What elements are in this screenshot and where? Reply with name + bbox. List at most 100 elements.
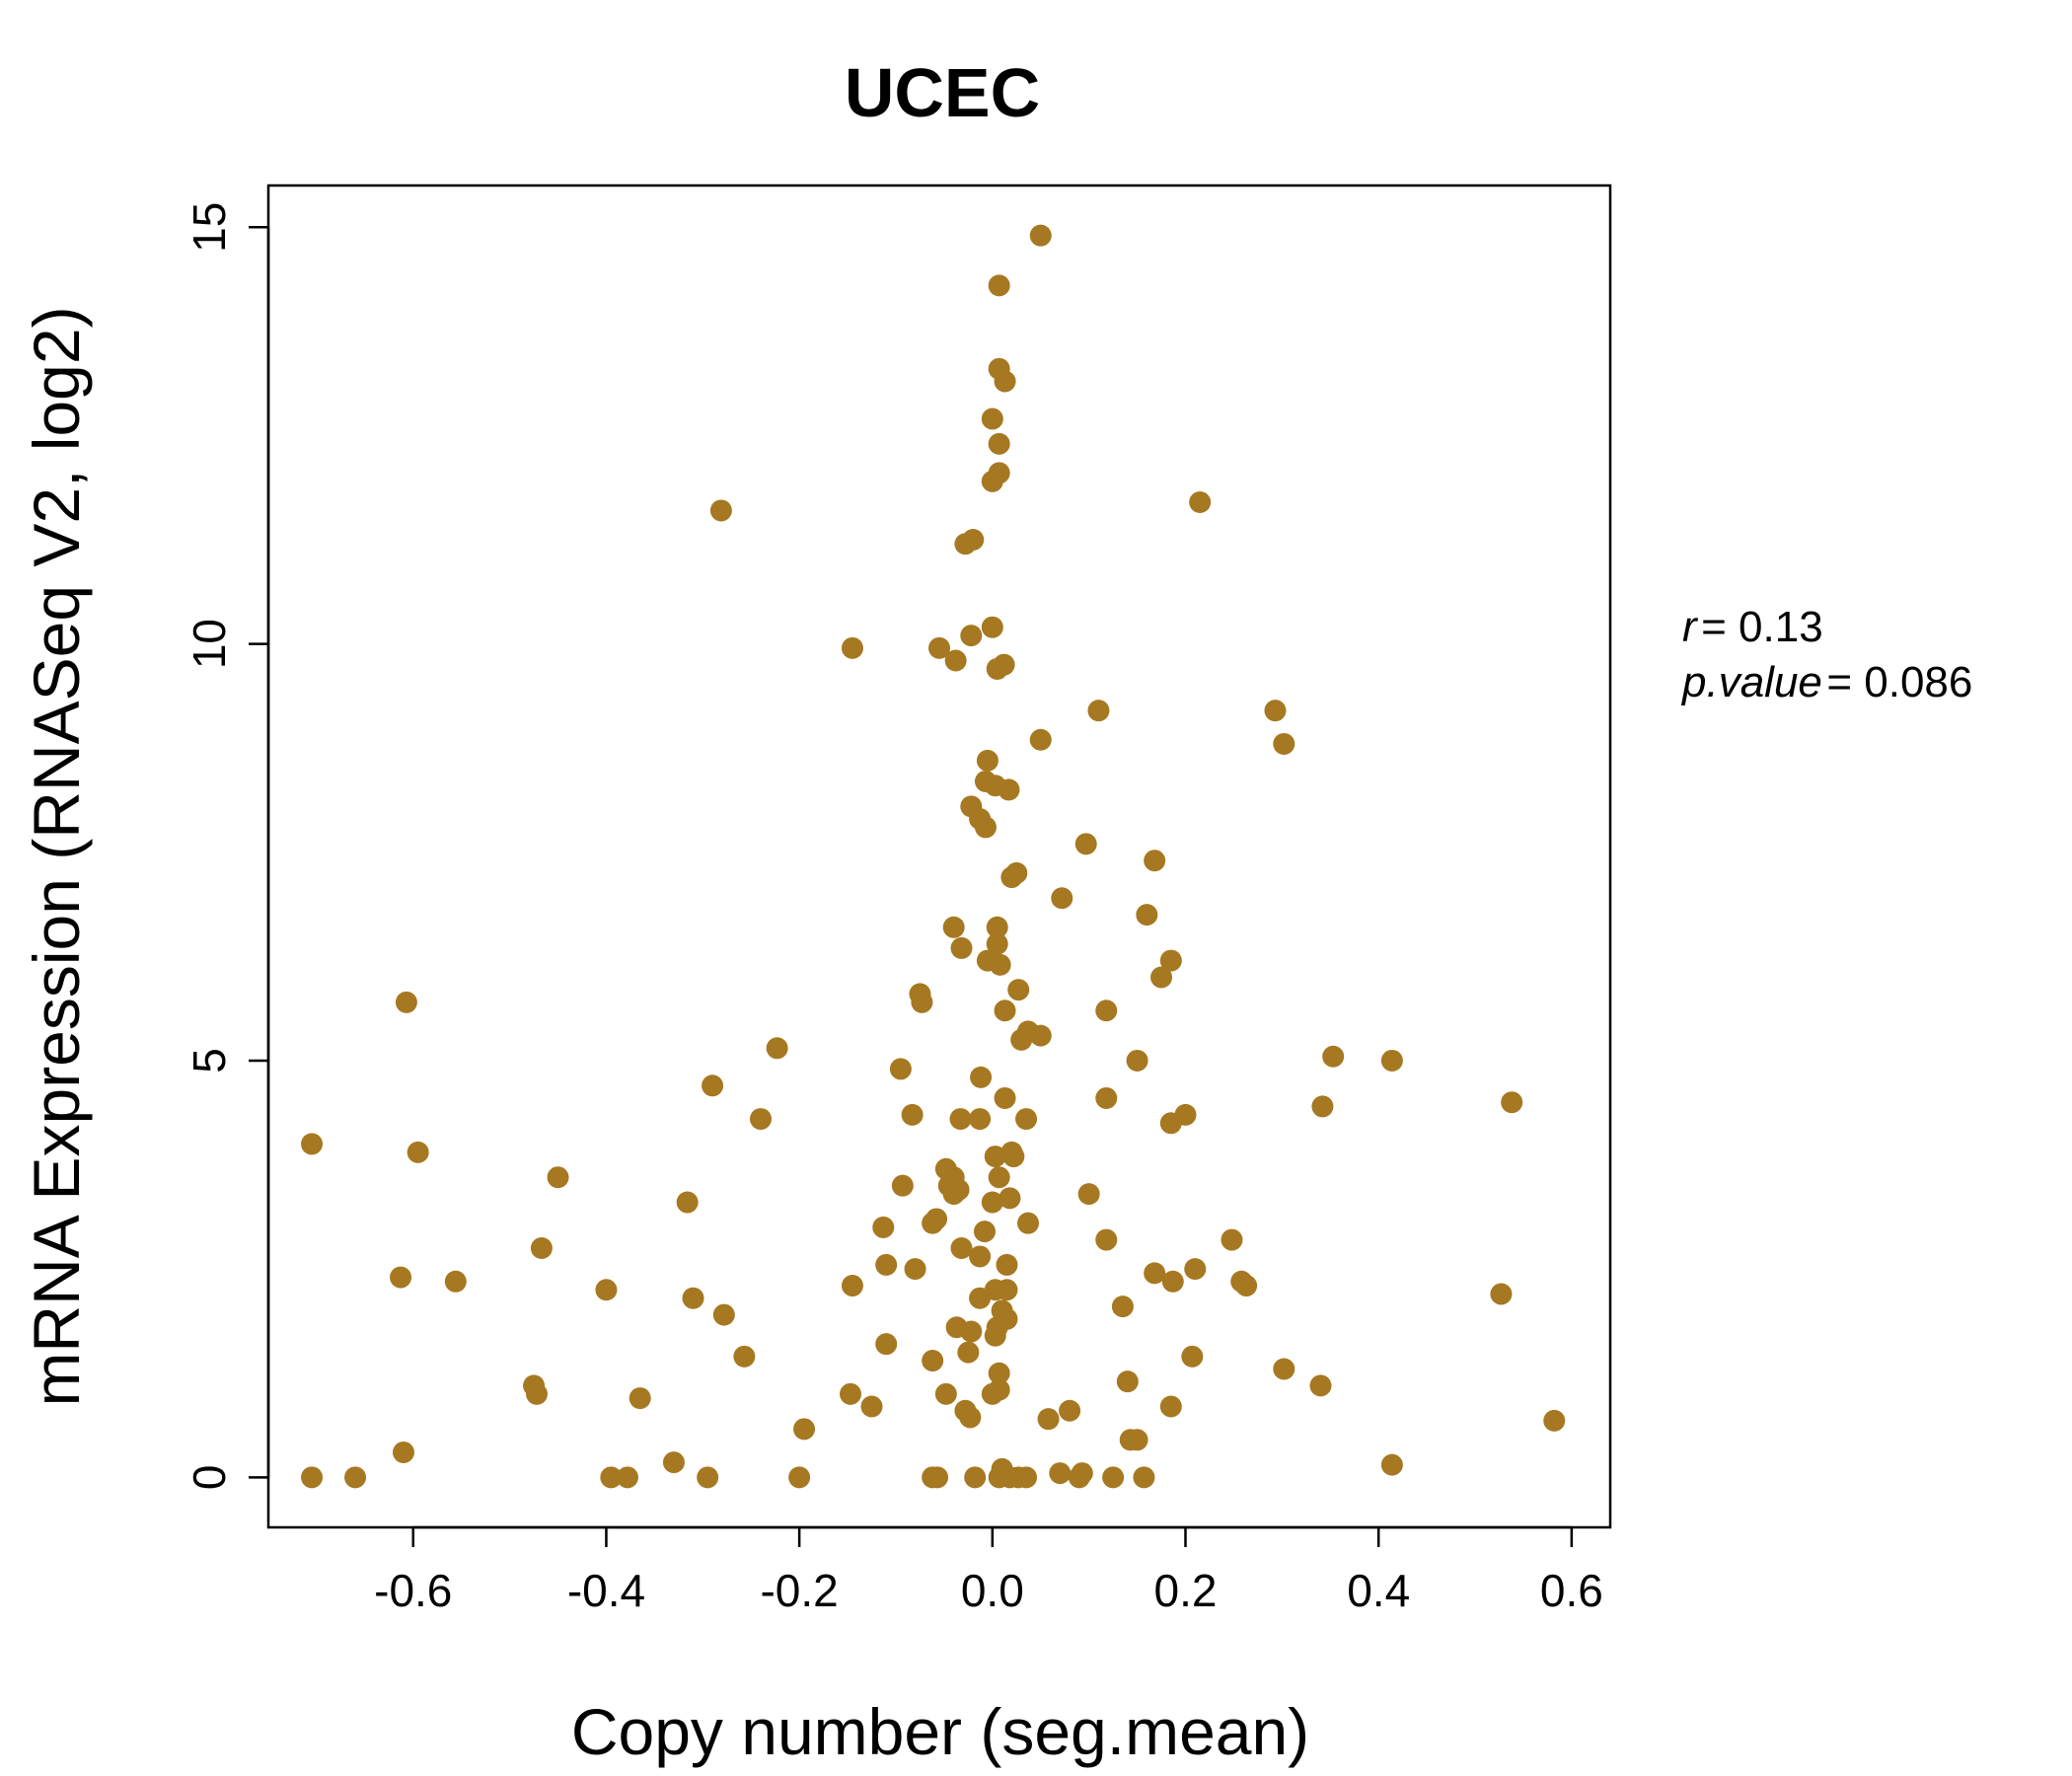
data-point xyxy=(1150,966,1173,989)
data-point xyxy=(1273,1358,1295,1380)
data-point xyxy=(996,1279,1018,1301)
data-point xyxy=(547,1166,569,1189)
data-point xyxy=(1380,1049,1403,1072)
r-value: 0.13 xyxy=(1739,603,1823,651)
y-axis: 0 5 10 15 xyxy=(184,202,270,1490)
data-point xyxy=(1015,1466,1038,1489)
data-point xyxy=(1029,728,1052,751)
data-point xyxy=(1116,1370,1139,1393)
data-point xyxy=(994,1086,1016,1109)
data-point xyxy=(960,1320,983,1343)
data-point xyxy=(712,1303,735,1326)
data-point xyxy=(1380,1453,1403,1476)
data-point xyxy=(1501,1091,1523,1114)
data-point xyxy=(950,936,973,959)
data-point xyxy=(1037,1408,1060,1431)
data-point xyxy=(988,432,1010,455)
data-point xyxy=(889,1058,912,1080)
data-point xyxy=(986,932,1008,955)
data-point xyxy=(1095,1228,1118,1251)
data-point xyxy=(1264,700,1287,722)
data-point xyxy=(970,1066,993,1088)
data-point xyxy=(1049,1462,1072,1485)
data-point xyxy=(1159,1112,1182,1135)
x-tick-label: -0.4 xyxy=(567,1565,645,1616)
p-value-equals: = xyxy=(1826,658,1864,706)
data-point xyxy=(942,1183,965,1206)
data-point xyxy=(928,636,950,659)
data-point xyxy=(998,778,1020,801)
data-point xyxy=(407,1141,429,1163)
data-point xyxy=(676,1191,699,1214)
data-point xyxy=(922,1350,944,1372)
data-point xyxy=(1133,1466,1155,1489)
data-point xyxy=(981,1191,1003,1214)
data-point xyxy=(1074,833,1097,855)
data-point xyxy=(1490,1283,1513,1305)
data-point xyxy=(629,1387,651,1410)
data-point xyxy=(1273,732,1295,755)
data-point xyxy=(986,916,1008,938)
data-point xyxy=(1000,866,1023,889)
data-point xyxy=(1111,1295,1134,1318)
y-tick-label: 15 xyxy=(184,202,235,253)
data-point xyxy=(973,1221,996,1243)
data-point xyxy=(984,1324,1006,1347)
data-point xyxy=(875,1253,898,1276)
chart-title: UCEC xyxy=(845,54,1040,131)
data-point xyxy=(1144,1262,1166,1285)
data-point xyxy=(875,1333,898,1356)
data-point xyxy=(788,1466,811,1489)
data-point xyxy=(444,1270,467,1293)
data-point xyxy=(1087,700,1110,722)
data-point xyxy=(1543,1409,1566,1432)
data-point xyxy=(793,1418,816,1441)
data-point xyxy=(344,1466,367,1489)
data-point xyxy=(1311,1095,1334,1118)
data-point xyxy=(872,1216,895,1238)
data-point xyxy=(976,749,999,772)
data-point xyxy=(996,1253,1018,1276)
data-point xyxy=(841,1275,863,1297)
data-point xyxy=(934,1382,957,1405)
data-point xyxy=(1184,1258,1207,1281)
data-point xyxy=(697,1466,719,1489)
data-point xyxy=(1235,1275,1258,1297)
y-tick-label: 10 xyxy=(184,619,235,669)
data-point xyxy=(988,1166,1010,1189)
data-point xyxy=(1161,1270,1184,1293)
data-point xyxy=(891,1174,914,1197)
data-point xyxy=(957,1341,980,1364)
data-point xyxy=(600,1466,623,1489)
data-point xyxy=(922,1212,944,1234)
data-point xyxy=(595,1279,618,1301)
data-points xyxy=(301,224,1566,1489)
p-value-label: p.value xyxy=(1680,658,1822,706)
svg-text:p.value = 0.086: p.value = 0.086 xyxy=(1680,658,1972,706)
data-point xyxy=(1181,1345,1204,1368)
data-point xyxy=(1159,1395,1182,1418)
data-point xyxy=(988,1362,1010,1384)
data-point xyxy=(981,470,1003,492)
data-point xyxy=(949,1108,972,1131)
y-tick-label: 5 xyxy=(184,1048,235,1073)
data-point xyxy=(984,1146,1006,1168)
data-point xyxy=(616,1466,638,1489)
data-point xyxy=(962,529,985,552)
data-point xyxy=(988,274,1010,297)
data-point xyxy=(1010,1028,1033,1051)
data-point xyxy=(1029,1024,1052,1047)
p-value-value: 0.086 xyxy=(1864,658,1972,706)
data-point xyxy=(1015,1108,1038,1131)
data-point xyxy=(1126,1049,1148,1072)
data-point xyxy=(901,1103,924,1126)
data-point xyxy=(974,816,997,839)
data-point xyxy=(1136,904,1158,926)
data-point xyxy=(766,1037,788,1060)
data-point xyxy=(1095,999,1118,1022)
data-point xyxy=(1102,1466,1125,1489)
x-tick-label: -0.6 xyxy=(374,1565,452,1616)
x-axis-label: Copy number (seg.mean) xyxy=(571,1695,1309,1768)
data-point xyxy=(911,991,933,1013)
x-tick-label: 0.4 xyxy=(1347,1565,1410,1616)
